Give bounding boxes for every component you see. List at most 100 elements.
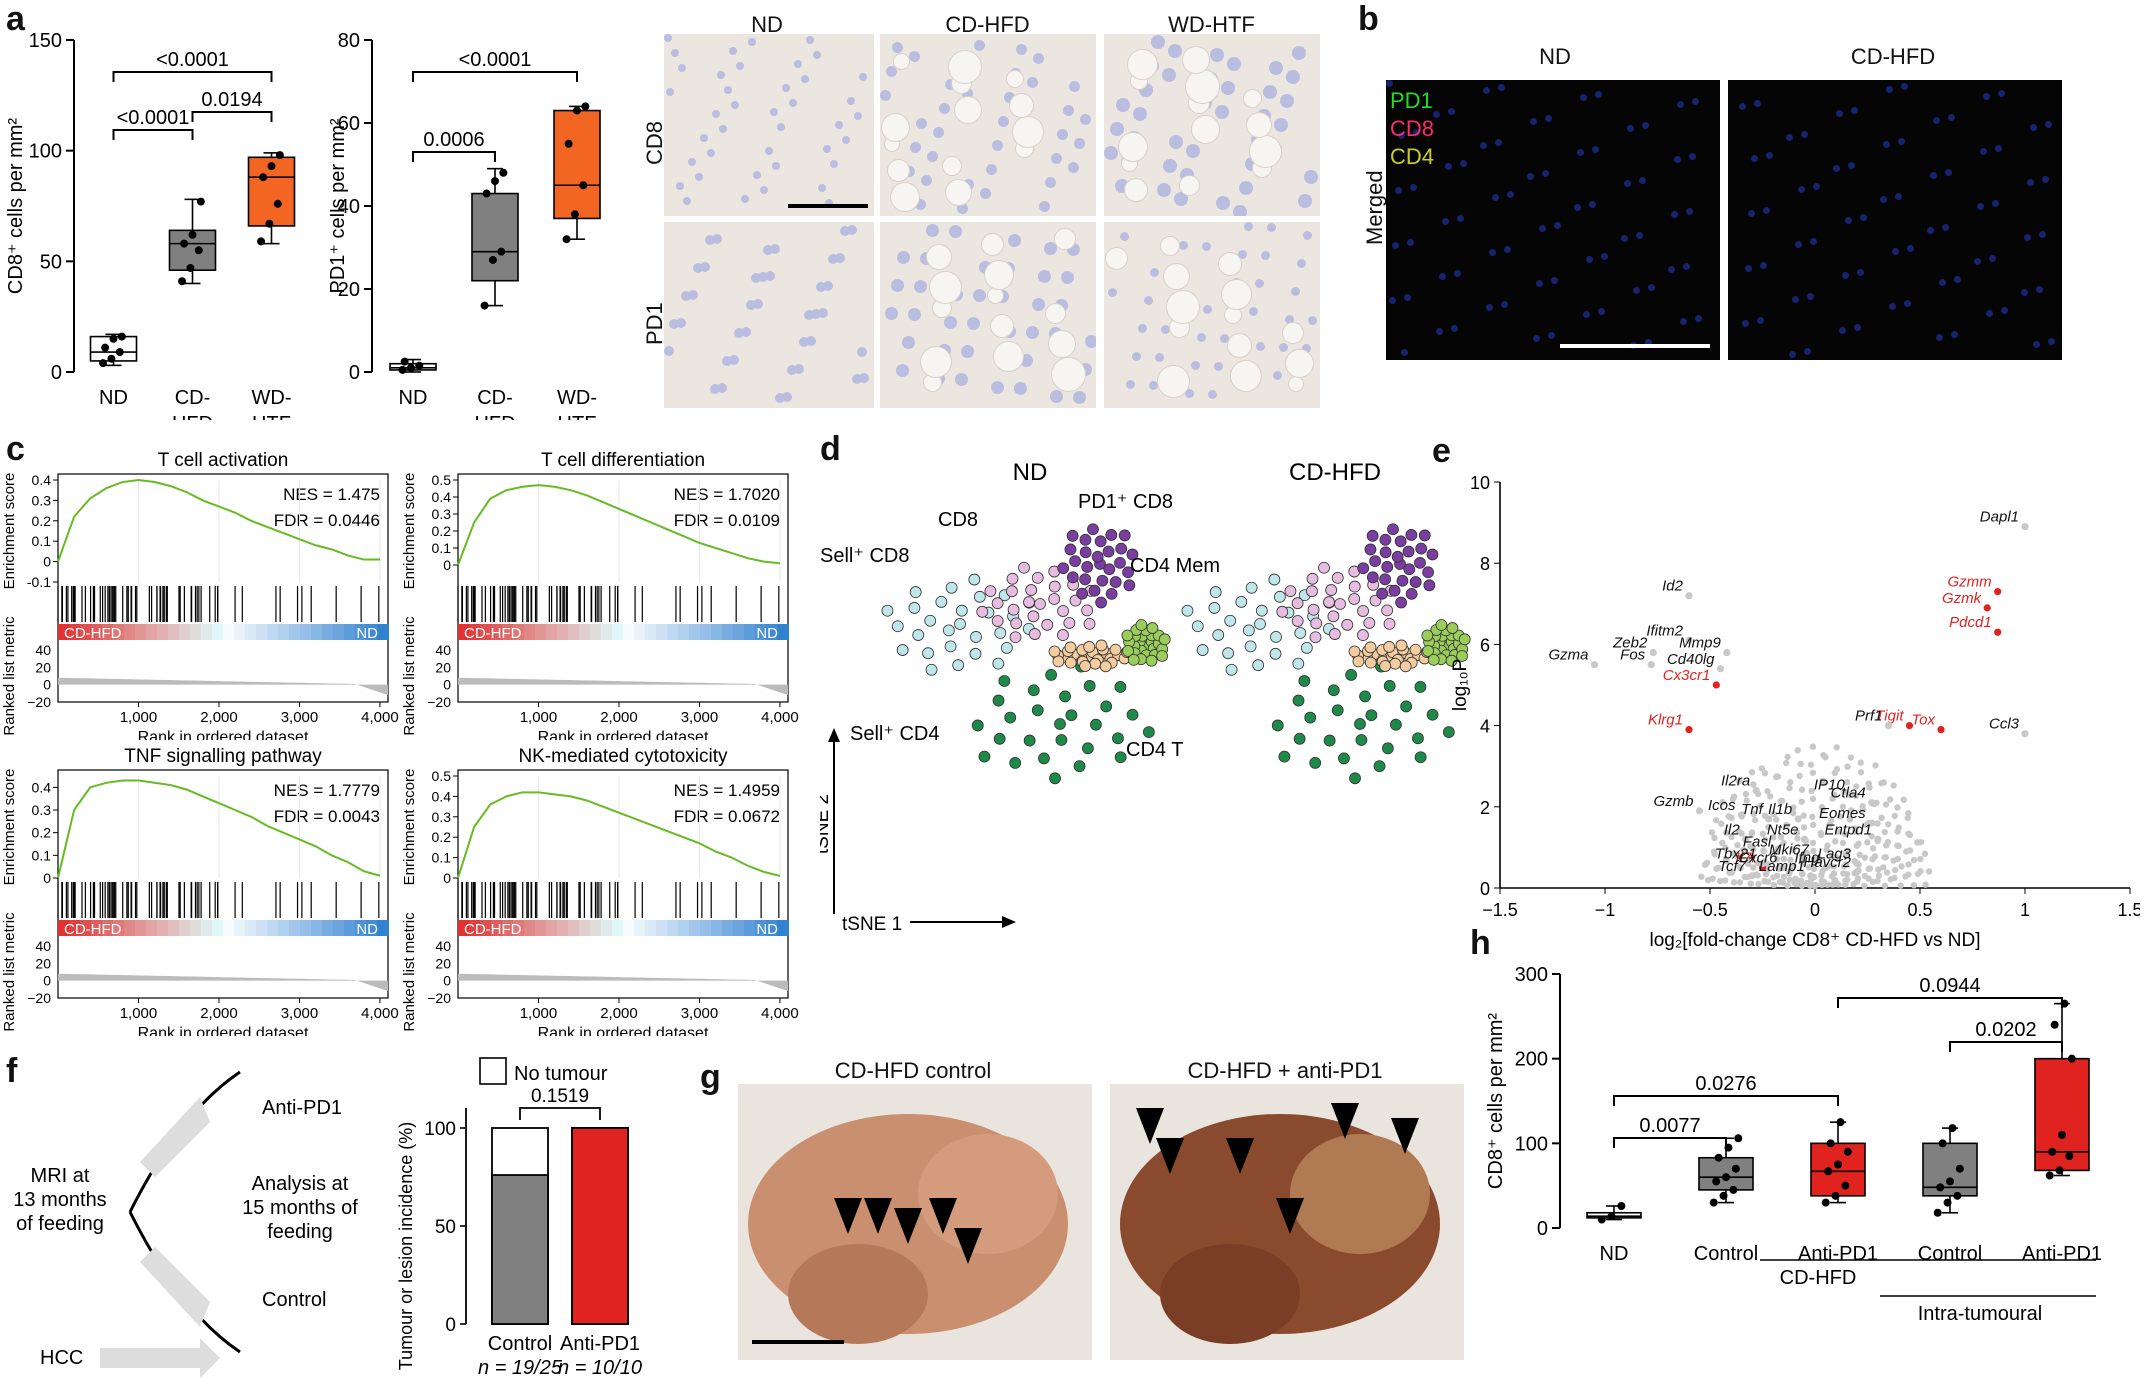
gene-point-background bbox=[1758, 765, 1765, 772]
metric-tick-label: 40 bbox=[435, 642, 451, 658]
gene-point-background bbox=[1910, 881, 1918, 889]
gene-label: Mmp9 bbox=[1679, 635, 1721, 652]
rank-heat-segment bbox=[678, 920, 690, 936]
nucleus bbox=[1068, 162, 1079, 173]
tsne-cell bbox=[891, 620, 904, 633]
nucleus bbox=[1044, 242, 1057, 255]
gene-point-background bbox=[1728, 833, 1735, 841]
metric-tick-label: 20 bbox=[435, 955, 451, 971]
data-point bbox=[1831, 1191, 1840, 1200]
tsne-cell bbox=[1048, 580, 1061, 593]
nucleus bbox=[910, 142, 921, 153]
lesion-arrowhead bbox=[929, 1198, 957, 1234]
nucleus bbox=[1186, 144, 1200, 158]
rank-heat-segment bbox=[311, 920, 323, 936]
gene-point-background bbox=[1786, 784, 1793, 792]
tsne-cell bbox=[1142, 726, 1155, 738]
nucleus bbox=[835, 121, 843, 129]
scheme-analysis-line: feeding bbox=[267, 1221, 333, 1243]
tsne-cell bbox=[1089, 718, 1102, 731]
dapi-nucleus bbox=[1980, 148, 1987, 155]
dapi-nucleus bbox=[1583, 311, 1590, 318]
y-tick-label: 0.3 bbox=[32, 802, 52, 818]
tsne-cell bbox=[1381, 561, 1394, 573]
nucleus bbox=[1132, 352, 1141, 361]
metric-tick-label: 20 bbox=[435, 659, 451, 675]
nucleus bbox=[693, 263, 703, 273]
dapi-nucleus bbox=[1860, 214, 1867, 221]
gene-point-background bbox=[1793, 829, 1801, 836]
metric-tick-label: 40 bbox=[435, 938, 451, 954]
x-axis-label: Rank in ordered dataset bbox=[538, 1025, 709, 1036]
dapi-nucleus bbox=[1492, 194, 1499, 201]
y-axis-label: log₁₀P bbox=[1450, 659, 1471, 711]
tsne-cell bbox=[1089, 657, 1102, 670]
x-axis-label: log₂[fold-change CD8⁺ CD-HFD vs ND] bbox=[1650, 930, 1981, 951]
nucleus bbox=[1138, 324, 1147, 333]
tsne-cell bbox=[968, 573, 981, 586]
rank-heat-segment bbox=[256, 624, 268, 640]
nucleus bbox=[818, 308, 828, 318]
gene-point-background bbox=[1831, 791, 1838, 798]
dapi-nucleus bbox=[1760, 262, 1767, 269]
nucleus bbox=[729, 355, 739, 365]
dapi-nucleus bbox=[1530, 118, 1537, 125]
y-axis-label: Tumour or lesion incidence (%) bbox=[396, 1122, 416, 1370]
gene-point-background bbox=[1734, 841, 1741, 849]
y-tick-label: -0.1 bbox=[27, 574, 51, 590]
gene-point-background bbox=[1833, 744, 1840, 751]
y-tick-label: 60 bbox=[338, 113, 360, 135]
tsne-cell bbox=[1359, 690, 1371, 703]
nucleus bbox=[804, 310, 814, 320]
y-tick-label: 0.2 bbox=[432, 523, 452, 539]
n-label: n = 19/25 bbox=[478, 1357, 563, 1378]
nucleus bbox=[886, 66, 897, 77]
dapi-nucleus bbox=[1639, 177, 1646, 184]
tsne-cell bbox=[1309, 757, 1322, 769]
tsne-cell bbox=[1023, 734, 1036, 747]
rank-heat-segment bbox=[711, 624, 723, 640]
dapi-nucleus bbox=[1551, 277, 1558, 284]
tsne-cell bbox=[1096, 574, 1109, 587]
data-point bbox=[1946, 1177, 1954, 1186]
data-point bbox=[1841, 1181, 1850, 1190]
gsea-title: T cell differentiation bbox=[541, 450, 705, 471]
rank-heat-segment bbox=[377, 624, 389, 640]
nucleus bbox=[926, 224, 939, 237]
data-point bbox=[1955, 1164, 1964, 1173]
tsne-cell bbox=[1102, 545, 1115, 558]
micro-tile-cdhfd-cd8 bbox=[880, 34, 1096, 216]
nucleus bbox=[857, 347, 867, 357]
fat-vacuole bbox=[1009, 93, 1034, 118]
gene-point-background bbox=[1719, 839, 1726, 847]
gene-label: Entpd1 bbox=[1824, 821, 1872, 838]
fat-vacuole bbox=[893, 53, 910, 70]
gene-point-background bbox=[1886, 796, 1894, 803]
dapi-nucleus bbox=[1939, 279, 1946, 286]
gene-point-background bbox=[1824, 842, 1831, 849]
tsne-cell bbox=[1079, 533, 1092, 546]
y-axis-label: Enrichment score bbox=[401, 473, 418, 590]
gene-point-background bbox=[1861, 882, 1868, 890]
x-tick-label: 2,000 bbox=[600, 1005, 638, 1022]
tsne-cell bbox=[1298, 675, 1311, 687]
tsne-cell bbox=[1066, 571, 1079, 584]
dapi-nucleus bbox=[1398, 132, 1405, 139]
rank-heat-segment bbox=[300, 920, 312, 936]
tsne-cell bbox=[1114, 556, 1126, 569]
tsne-cell bbox=[1028, 628, 1041, 640]
gene-point bbox=[1723, 648, 1731, 657]
tsne-cell bbox=[1338, 752, 1350, 765]
lesion-arrowhead bbox=[1136, 1108, 1164, 1144]
tsne-cell bbox=[1076, 587, 1089, 600]
fat-vacuole bbox=[948, 50, 982, 84]
nucleus bbox=[1073, 391, 1086, 404]
scheme-analysis-line: Analysis at bbox=[252, 1173, 349, 1195]
tsne-cell bbox=[1209, 586, 1222, 598]
data-point bbox=[1734, 1134, 1743, 1143]
tsne-cell bbox=[1379, 546, 1392, 559]
data-point bbox=[497, 247, 506, 256]
tsne-cell bbox=[1348, 645, 1361, 658]
gene-point-background bbox=[1894, 855, 1901, 863]
tsne-cell bbox=[1270, 631, 1282, 643]
